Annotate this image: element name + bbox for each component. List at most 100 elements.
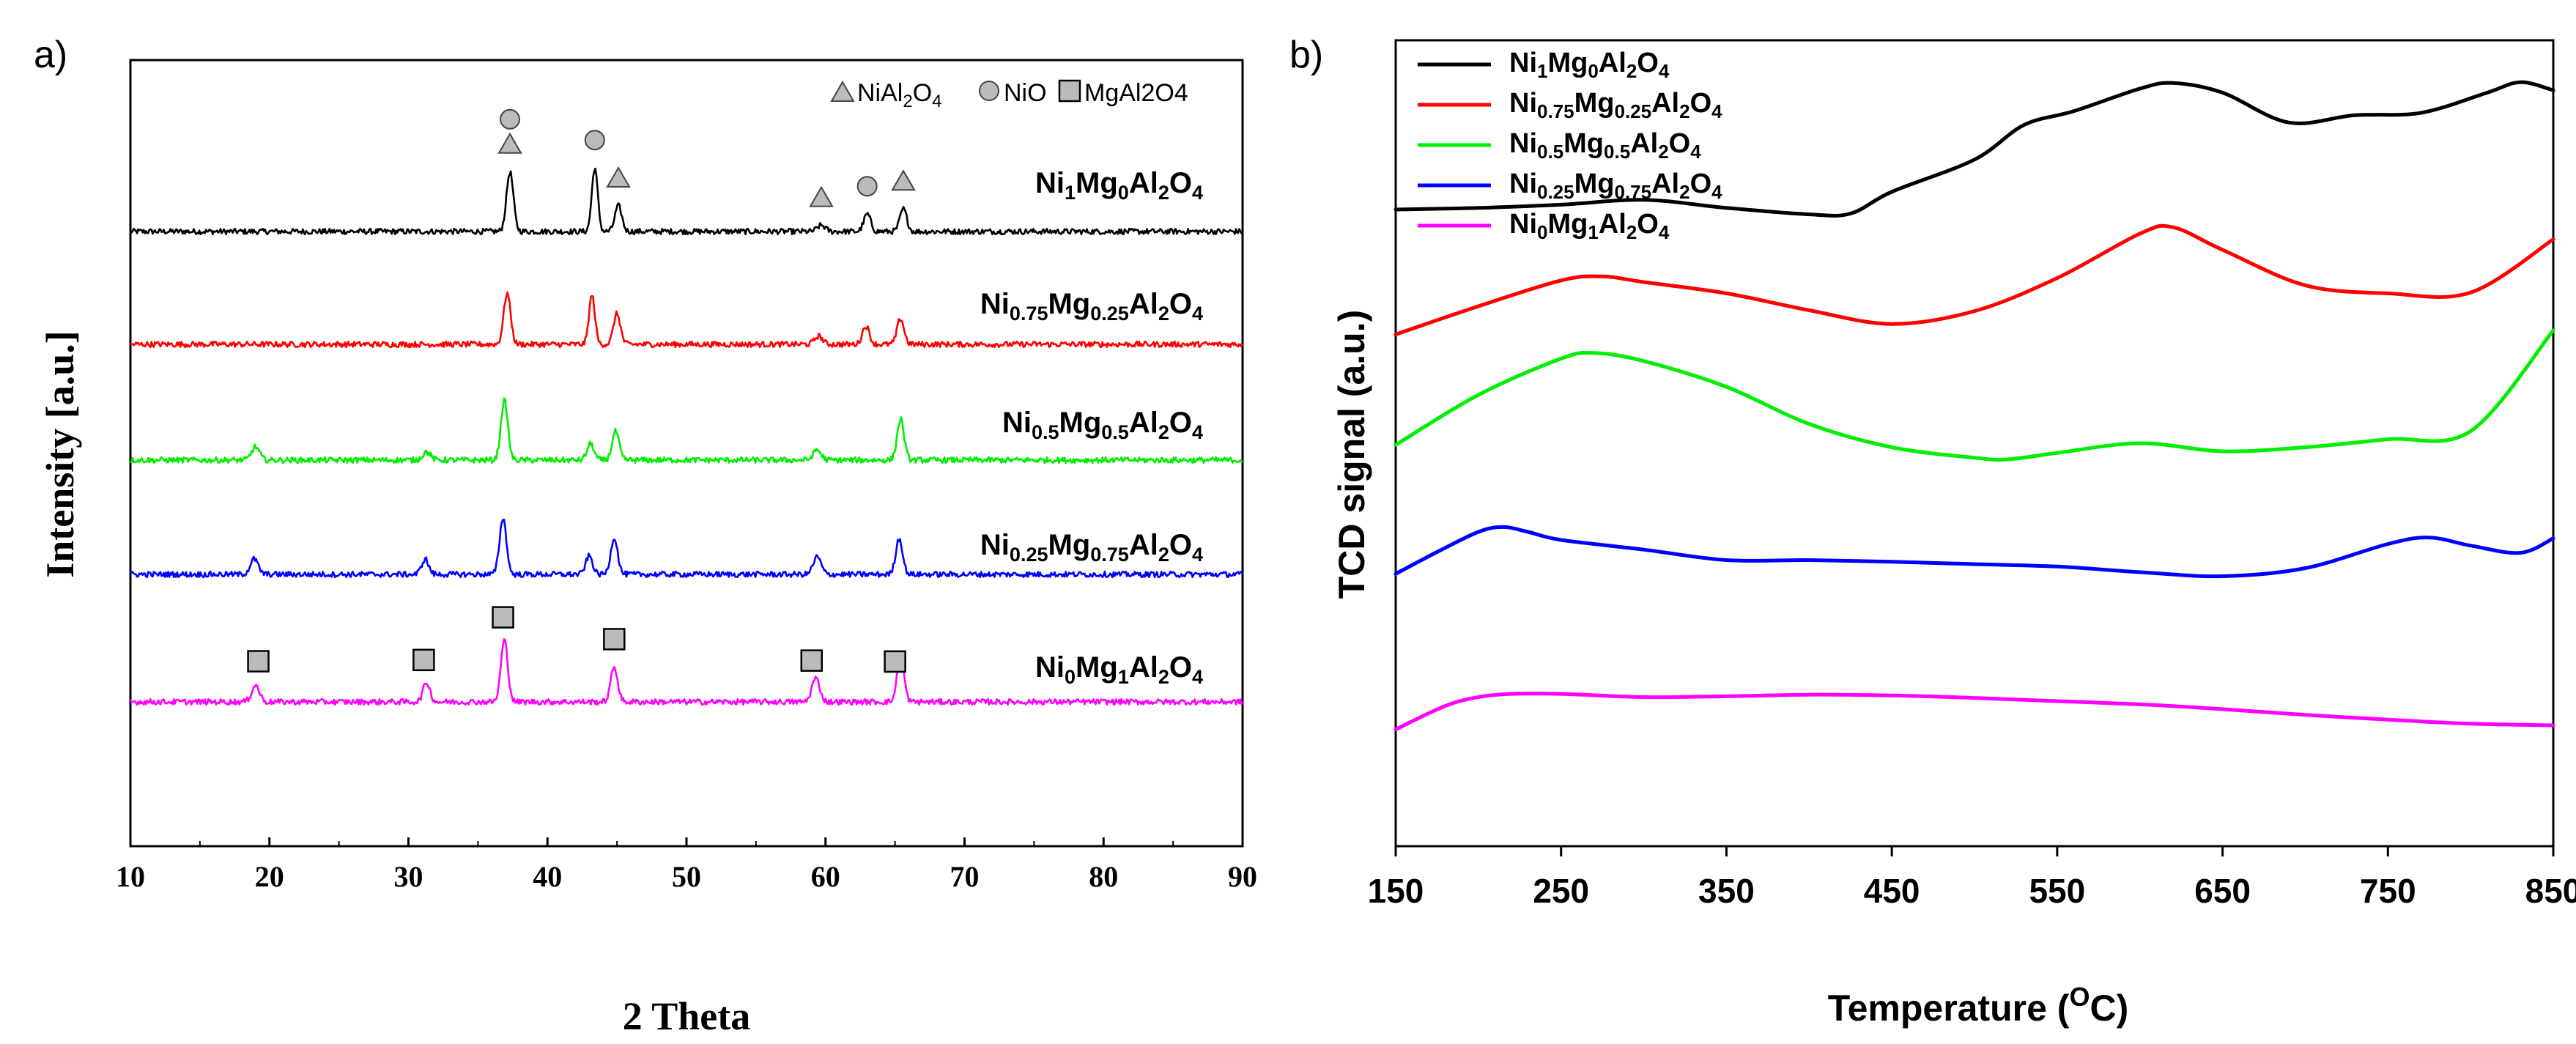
x-tick-label: 40: [533, 860, 562, 893]
x-tick-label: 20: [255, 860, 284, 893]
formula-part: 4: [1711, 181, 1722, 203]
x-tick-label: 30: [394, 860, 423, 893]
panel-a-label: a): [34, 34, 67, 76]
formula-part: Ni: [980, 529, 1010, 561]
panel-a-series-lines: [129, 167, 1244, 706]
x-tick-label: 50: [672, 860, 701, 893]
panel-a-series-labels: Ni1Mg0Al2O4Ni0.75Mg0.25Al2O4Ni0.5Mg0.5Al…: [980, 167, 1203, 688]
panel-b: b) 150 250 350 450 550 650 750 850 Ni1Mg0Al2O4N…: [1289, 34, 2576, 1029]
formula-part: Mg: [1076, 167, 1118, 199]
formula-part: 2: [1626, 221, 1637, 243]
triangle-marker: [891, 169, 916, 191]
x-tick-label: 350: [1698, 872, 1755, 910]
panel-a: a) 10 20 30 40 50 60 70 80 90 Ni1Mg0Al2O4Ni0.75M…: [34, 34, 1257, 1038]
legend-label-part: 4: [932, 92, 941, 111]
formula-part: 2: [1158, 421, 1169, 443]
x-title-pre: Temperature (: [1828, 988, 2070, 1029]
formula-part: 0.5: [1537, 141, 1563, 163]
formula-part: Al: [1651, 169, 1679, 199]
formula-part: O: [1690, 88, 1712, 119]
panel-b-x-ticks: [1394, 846, 2555, 856]
formula-part: 0.75: [1537, 100, 1574, 122]
square-marker: [884, 650, 906, 673]
series-label-1: Ni0.75Mg0.25Al2O4: [980, 288, 1203, 325]
formula-part: Al: [1599, 48, 1626, 78]
formula-part: 0: [1065, 666, 1076, 688]
x-tick-label: 70: [950, 860, 980, 893]
x-tick-label: 750: [2360, 872, 2416, 910]
formula-part: Ni: [1509, 169, 1537, 199]
x-tick-label: 60: [811, 860, 840, 893]
formula-part: O: [1637, 209, 1659, 240]
formula-part: Al: [1630, 128, 1658, 159]
panel-a-phase-markers: [247, 108, 916, 673]
formula-part: Mg: [1059, 407, 1102, 439]
panel-b-legend: Ni1Mg0Al2O4Ni0.75Mg0.25Al2O4Ni0.5Mg0.5Al…: [1418, 48, 1722, 243]
formula-part: Mg: [1563, 128, 1604, 159]
formula-part: Ni: [1509, 88, 1537, 119]
panel-b-label: b): [1289, 34, 1323, 76]
formula-part: Ni: [1035, 167, 1065, 199]
formula-part: Al: [1599, 209, 1626, 240]
series-label-3: Ni0.25Mg0.75Al2O4: [980, 529, 1203, 566]
formula-part: 4: [1690, 141, 1701, 163]
formula-part: 1: [1118, 666, 1129, 688]
x-tick-label: 650: [2194, 872, 2251, 910]
circle-marker: [979, 81, 999, 101]
panel-a-y-axis-title: Intensity [a.u.]: [38, 330, 82, 578]
legend-label-1: Ni0.75Mg0.25Al2O4: [1509, 88, 1722, 122]
circle-marker: [500, 108, 521, 130]
xrd-series-line-4: [129, 638, 1244, 706]
formula-part: Mg: [1574, 169, 1615, 199]
triangle-marker: [497, 132, 522, 154]
x-title-degree: O: [2069, 982, 2090, 1012]
formula-part: Al: [1129, 529, 1158, 561]
legend-label-part: O: [913, 79, 932, 107]
panel-a-x-axis-title: 2 Theta: [623, 994, 751, 1038]
formula-part: 4: [1192, 182, 1203, 204]
formula-part: Mg: [1547, 48, 1588, 78]
formula-part: 4: [1711, 100, 1722, 122]
legend-label-part: 2: [903, 92, 912, 111]
triangle-marker: [809, 185, 834, 207]
panel-b-x-tick-labels: 150 250 350 450 550 650 750 850: [1368, 872, 2576, 910]
legend-label-2: Ni0.5Mg0.5Al2O4: [1509, 128, 1701, 163]
formula-part: 2: [1158, 544, 1169, 566]
formula-part: 1: [1537, 60, 1547, 82]
x-tick-label: 90: [1228, 860, 1257, 893]
formula-part: 2: [1158, 303, 1169, 325]
x-tick-label: 10: [116, 860, 145, 893]
formula-part: Ni: [1509, 209, 1537, 240]
formula-part: Ni: [1509, 128, 1537, 159]
xrd-series-line-1: [130, 291, 1244, 349]
formula-part: Al: [1129, 288, 1158, 320]
tpr-series-line-0: [1394, 80, 2555, 218]
formula-part: Ni: [980, 288, 1010, 320]
formula-part: 0.5: [1604, 141, 1630, 163]
tpr-series-line-1: [1394, 223, 2555, 336]
series-label-4: Ni0Mg1Al2O4: [1035, 651, 1203, 688]
panel-a-legend: NiAl2O4 NiO MgAl2O4: [830, 79, 1188, 111]
triangle-marker: [830, 80, 855, 102]
formula-part: 0.25: [1010, 544, 1048, 566]
series-label-2: Ni0.5Mg0.5Al2O4: [1002, 407, 1203, 443]
formula-part: 0: [1118, 182, 1129, 204]
xrd-series-line-3: [129, 518, 1244, 579]
formula-part: 0.5: [1032, 421, 1059, 443]
formula-part: 0.75: [1614, 181, 1651, 203]
formula-part: Ni: [1035, 651, 1065, 684]
formula-part: O: [1169, 167, 1192, 199]
series-label-0: Ni1Mg0Al2O4: [1035, 167, 1203, 204]
formula-part: 2: [1158, 182, 1169, 204]
xrd-series-line-2: [130, 397, 1243, 464]
square-marker: [412, 648, 435, 672]
x-tick-label: 150: [1368, 872, 1424, 910]
formula-part: 0.25: [1090, 303, 1129, 325]
x-tick-label: 450: [1864, 872, 1920, 910]
legend-label-nio: NiO: [1004, 79, 1047, 107]
formula-part: Al: [1651, 88, 1679, 119]
x-tick-label: 250: [1533, 872, 1589, 910]
x-tick-label: 850: [2525, 872, 2576, 910]
